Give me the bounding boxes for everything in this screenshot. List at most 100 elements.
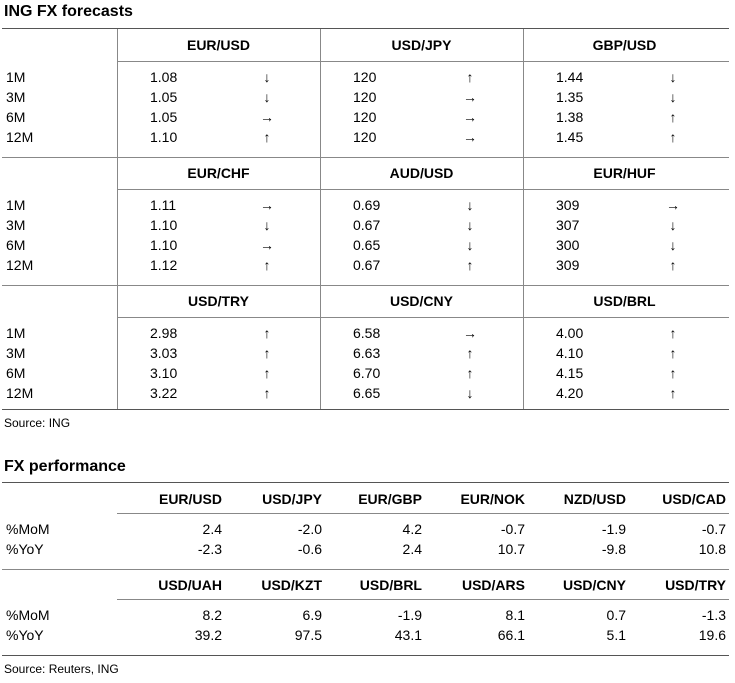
arrow-up-icon: ↑ xyxy=(263,365,271,381)
forecasts-table: 1M 3M 6M 12M EUR/USD 1.08 ↓ 1.05 ↓ 1.05 → 1.10 ↑ USD/… xyxy=(2,28,729,410)
arrow-up-icon: ↑ xyxy=(669,129,677,145)
tenor-label: 1M xyxy=(6,197,26,213)
tenor-label: 12M xyxy=(6,257,34,273)
pair-header: AUD/USD xyxy=(389,165,454,181)
arrow-right-icon: → xyxy=(463,89,477,105)
forecast-value: 0.67 xyxy=(353,257,381,273)
forecast-value: 300 xyxy=(556,237,580,253)
yoy-value: 66.1 xyxy=(497,627,525,643)
yoy-value: 39.2 xyxy=(194,627,222,643)
forecast-value: 307 xyxy=(556,217,580,233)
mom-value: -1.9 xyxy=(397,607,422,623)
arrow-right-icon: → xyxy=(463,129,477,145)
pair-header: USD/CNY xyxy=(389,293,453,309)
arrow-up-icon: ↑ xyxy=(466,69,474,85)
forecast-value: 309 xyxy=(556,257,580,273)
arrow-up-icon: ↑ xyxy=(263,129,271,145)
forecast-value: 2.98 xyxy=(150,325,178,341)
column-divider xyxy=(117,29,118,409)
forecast-value: 1.10 xyxy=(150,217,178,233)
pair-header: USD/JPY xyxy=(262,491,322,507)
mom-value: -2.0 xyxy=(297,521,322,537)
mom-value: -0.7 xyxy=(701,521,726,537)
tenor-label: 1M xyxy=(6,69,26,85)
arrow-right-icon: → xyxy=(463,325,477,341)
metric-label: %YoY xyxy=(6,541,44,557)
header-underline xyxy=(117,317,729,318)
forecast-value: 0.69 xyxy=(353,197,381,213)
column-divider xyxy=(320,29,321,409)
mom-value: 0.7 xyxy=(606,607,626,623)
forecast-value: 120 xyxy=(353,89,377,105)
forecast-value: 1.05 xyxy=(150,109,178,125)
forecast-value: 120 xyxy=(353,109,377,125)
forecasts-title: ING FX forecasts xyxy=(4,3,133,20)
arrow-up-icon: ↑ xyxy=(263,257,271,273)
arrow-down-icon: ↓ xyxy=(263,69,271,85)
block-divider xyxy=(2,569,729,570)
forecast-value: 1.45 xyxy=(556,129,584,145)
pair-header: EUR/CHF xyxy=(187,165,250,181)
yoy-value: 97.5 xyxy=(294,627,322,643)
arrow-down-icon: ↓ xyxy=(669,217,677,233)
forecast-value: 3.10 xyxy=(150,365,178,381)
header-underline xyxy=(117,61,729,62)
arrow-down-icon: ↓ xyxy=(669,69,677,85)
arrow-down-icon: ↓ xyxy=(466,237,474,253)
tenor-label: 6M xyxy=(6,237,26,253)
yoy-value: 19.6 xyxy=(698,627,726,643)
arrow-right-icon: → xyxy=(666,197,680,213)
pair-header: USD/TRY xyxy=(188,293,249,309)
arrow-down-icon: ↓ xyxy=(466,197,474,213)
forecast-value: 0.65 xyxy=(353,237,381,253)
pair-header: USD/CAD xyxy=(662,491,726,507)
forecast-value: 0.67 xyxy=(353,217,381,233)
arrow-up-icon: ↑ xyxy=(263,385,271,401)
forecast-value: 120 xyxy=(353,129,377,145)
performance-table: %MoM %YoY EUR/USD 2.4 -2.3 USD/JPY -2.0 -0.6 EUR… xyxy=(2,482,729,656)
arrow-down-icon: ↓ xyxy=(466,217,474,233)
column-divider xyxy=(523,29,524,409)
forecast-value: 120 xyxy=(353,69,377,85)
tenor-label: 12M xyxy=(6,385,34,401)
forecast-value: 1.08 xyxy=(150,69,178,85)
arrow-up-icon: ↑ xyxy=(669,325,677,341)
forecast-value: 1.44 xyxy=(556,69,584,85)
arrow-up-icon: ↑ xyxy=(466,365,474,381)
block-divider xyxy=(2,157,729,158)
forecast-value: 6.63 xyxy=(353,345,381,361)
header-underline xyxy=(117,599,729,600)
forecast-value: 1.38 xyxy=(556,109,584,125)
pair-header: USD/BRL xyxy=(359,577,422,593)
metric-label: %MoM xyxy=(6,521,50,537)
pair-header: EUR/USD xyxy=(186,37,250,53)
pair-header: USD/UAH xyxy=(158,577,222,593)
header-underline xyxy=(117,513,729,514)
arrow-up-icon: ↑ xyxy=(669,385,677,401)
arrow-down-icon: ↓ xyxy=(263,89,271,105)
forecast-value: 6.65 xyxy=(353,385,381,401)
forecast-value: 309 xyxy=(556,197,580,213)
forecast-value: 6.58 xyxy=(353,325,381,341)
arrow-up-icon: ↑ xyxy=(466,345,474,361)
mom-value: 2.4 xyxy=(202,521,222,537)
forecast-value: 1.35 xyxy=(556,89,584,105)
yoy-value: -2.3 xyxy=(197,541,222,557)
yoy-value: -0.6 xyxy=(297,541,322,557)
pair-header: EUR/USD xyxy=(158,491,222,507)
forecast-value: 4.15 xyxy=(556,365,584,381)
performance-title: FX performance xyxy=(4,458,126,475)
arrow-up-icon: ↑ xyxy=(669,365,677,381)
pair-header: USD/ARS xyxy=(461,577,525,593)
forecasts-source: Source: ING xyxy=(4,416,71,430)
forecast-value: 4.00 xyxy=(556,325,584,341)
pair-header: EUR/HUF xyxy=(593,165,656,181)
arrow-up-icon: ↑ xyxy=(669,109,677,125)
yoy-value: 10.8 xyxy=(698,541,726,557)
tenor-label: 3M xyxy=(6,345,26,361)
arrow-up-icon: ↑ xyxy=(263,325,271,341)
pair-header: USD/JPY xyxy=(391,37,452,53)
pair-header: USD/KZT xyxy=(261,577,322,593)
forecast-value: 1.05 xyxy=(150,89,178,105)
pair-header: EUR/NOK xyxy=(460,491,525,507)
